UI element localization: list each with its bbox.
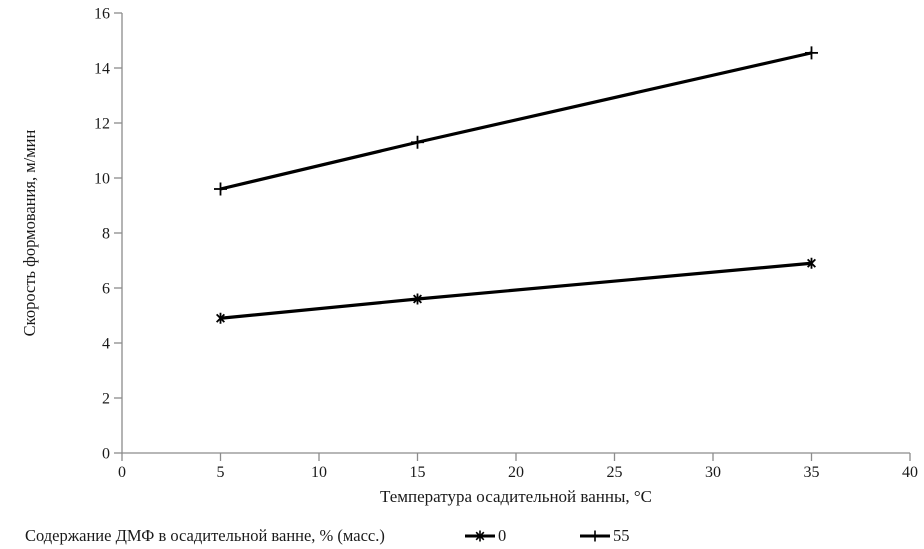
y-tick-label: 4 [102,336,110,353]
asterisk-marker-icon [216,313,225,323]
x-tick-label: 5 [217,464,225,481]
x-tick-label: 35 [804,464,820,481]
series-line-0 [220,261,812,320]
x-tick-label: 40 [902,464,918,481]
x-tick-label: 10 [311,464,327,481]
plus-marker-icon [580,530,610,542]
y-tick-label: 10 [94,171,110,188]
legend-label-series-55: 55 [613,526,630,545]
legend-item-series-0: 0 [464,526,506,546]
x-axis-label: Температура осадительной ванны, °C [379,487,653,506]
y-tick-label: 14 [94,61,110,78]
legend-item-series-55: 55 [579,526,630,546]
x-tick-label: 0 [118,464,126,481]
legend-label-series-0: 0 [498,526,507,545]
series-line-55 [220,51,812,191]
asterisk-marker-icon [413,294,422,304]
asterisk-marker-icon [475,531,485,541]
legend: Содержание ДМФ в осадительной ванне, % (… [0,524,924,549]
x-tick-label: 20 [508,464,524,481]
y-axis-label: Скорость формования, м/мин [20,129,39,337]
y-tick-label: 8 [102,226,110,243]
x-tick-label: 15 [410,464,426,481]
legend-title: Содержание ДМФ в осадительной ванне, % (… [25,526,385,545]
y-tick-label: 12 [94,116,110,133]
x-tick-label: 30 [705,464,721,481]
asterisk-marker-icon [465,530,495,542]
x-tick-label: 25 [607,464,623,481]
asterisk-marker-icon [807,258,816,268]
y-tick-label: 16 [94,6,110,23]
y-tick-label: 0 [102,446,110,463]
y-tick-label: 6 [102,281,110,298]
y-tick-label: 2 [102,391,110,408]
